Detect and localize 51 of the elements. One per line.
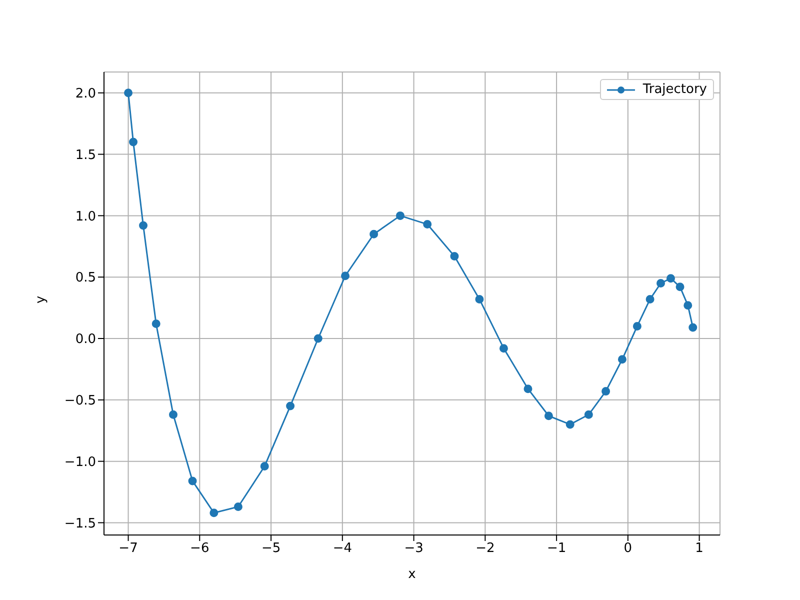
x-tick-label: −4 bbox=[332, 541, 352, 556]
x-tick-label: −5 bbox=[261, 541, 281, 556]
point bbox=[210, 508, 218, 518]
point bbox=[475, 294, 484, 304]
y-tick-label: −1.5 bbox=[64, 516, 96, 532]
x-tick-label: −3 bbox=[404, 541, 424, 556]
point bbox=[139, 221, 148, 230]
point bbox=[314, 334, 322, 343]
y-tick-label: 0.0 bbox=[75, 332, 96, 348]
point bbox=[286, 402, 295, 410]
x-axis-title: x bbox=[408, 567, 416, 582]
point bbox=[676, 282, 684, 292]
point bbox=[666, 274, 675, 283]
x-tick-label: −7 bbox=[118, 541, 138, 556]
point bbox=[188, 476, 197, 486]
x-tick-label: −2 bbox=[476, 541, 495, 556]
x-tick-label: −6 bbox=[190, 541, 210, 556]
point bbox=[684, 301, 692, 310]
legend-label: Trajectory bbox=[642, 82, 707, 97]
point bbox=[584, 410, 593, 419]
y-tick-label: 1.5 bbox=[75, 148, 96, 163]
x-tick-label: −1 bbox=[546, 541, 566, 556]
point bbox=[566, 420, 574, 429]
point bbox=[602, 387, 610, 396]
point bbox=[544, 412, 553, 420]
point bbox=[341, 272, 350, 280]
point bbox=[168, 410, 178, 419]
x-tick-label: 0 bbox=[624, 541, 632, 556]
point bbox=[499, 344, 508, 353]
point bbox=[524, 384, 532, 394]
point bbox=[396, 211, 404, 220]
point bbox=[370, 230, 378, 238]
point bbox=[124, 88, 133, 98]
point bbox=[618, 355, 626, 364]
point bbox=[234, 502, 242, 512]
point bbox=[688, 323, 698, 332]
y-tick-label: −0.5 bbox=[64, 394, 96, 409]
point bbox=[450, 252, 459, 260]
y-axis-title: y bbox=[34, 296, 49, 304]
point bbox=[129, 138, 138, 146]
y-tick-label: 1.0 bbox=[75, 209, 96, 224]
point bbox=[632, 322, 642, 330]
x-tick-label: 1 bbox=[695, 541, 704, 556]
y-tick-label: 2.0 bbox=[75, 86, 96, 102]
point bbox=[152, 320, 160, 328]
point bbox=[423, 220, 432, 229]
y-tick-label: 0.5 bbox=[75, 270, 96, 286]
point bbox=[646, 294, 654, 304]
point bbox=[260, 462, 269, 470]
point bbox=[656, 278, 666, 288]
y-tick-label: −1.0 bbox=[64, 454, 96, 470]
